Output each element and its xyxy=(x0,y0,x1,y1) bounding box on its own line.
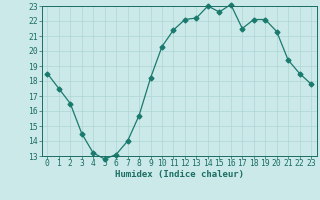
X-axis label: Humidex (Indice chaleur): Humidex (Indice chaleur) xyxy=(115,170,244,179)
